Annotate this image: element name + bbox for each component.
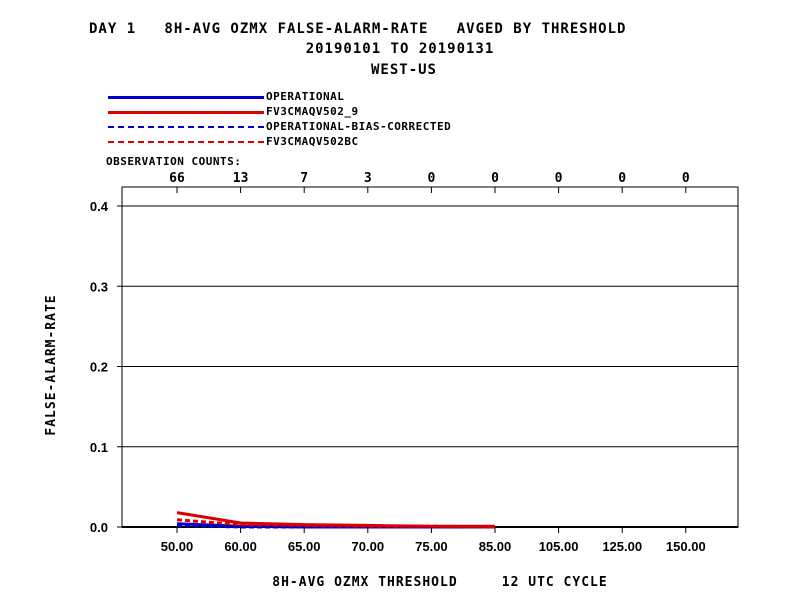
x-tick-label: 75.00 [415,539,448,554]
observation-count: 3 [364,171,372,186]
legend-label: FV3CMAQV502_9 [266,105,359,118]
x-tick-label: 65.00 [288,539,321,554]
x-tick-label: 60.00 [224,539,257,554]
x-tick-label: 85.00 [479,539,512,554]
chart-region: WEST-US [370,62,437,78]
y-tick-label: 0.2 [90,360,108,375]
legend-line-fv3cmaq-bc [108,141,264,143]
y-tick-label: 0.0 [90,520,108,535]
legend-label: OPERATIONAL [266,90,345,103]
observation-count: 0 [555,171,563,186]
plot-frame [121,186,739,528]
y-tick-label: 0.1 [90,440,108,455]
x-tick-label: 105.00 [539,539,579,554]
observation-count: 13 [233,171,249,186]
y-tick-label: 0.3 [90,279,108,294]
chart-date-range: 20190101 TO 20190131 [305,41,495,57]
legend-label: OPERATIONAL-BIAS-CORRECTED [266,120,452,133]
x-tick-label: 125.00 [602,539,642,554]
x-tick-label: 150.00 [666,539,706,554]
y-tick-label: 0.4 [90,199,109,214]
legend-line-operational [108,96,264,99]
observation-count: 7 [300,171,308,186]
observation-counts-label: OBSERVATION COUNTS: [106,155,242,168]
observation-count: 0 [618,171,626,186]
observation-count: 0 [682,171,690,186]
y-axis-label: FALSE-ALARM-RATE [44,294,59,435]
x-tick-label: 50.00 [161,539,194,554]
observation-count: 66 [169,171,185,186]
legend-line-fv3cmaq [108,111,264,114]
observation-count: 0 [427,171,435,186]
x-axis-label: 8H-AVG OZMX THRESHOLD 12 UTC CYCLE [272,575,607,590]
legend-line-operational-bc [108,126,264,128]
observation-count: 0 [491,171,499,186]
x-tick-label: 70.00 [352,539,385,554]
series-line-3 [176,518,496,529]
legend-label: FV3CMAQV502BC [266,135,359,148]
chart-title-line1: DAY 1 8H-AVG OZMX FALSE-ALARM-RATE AVGED… [89,21,627,37]
